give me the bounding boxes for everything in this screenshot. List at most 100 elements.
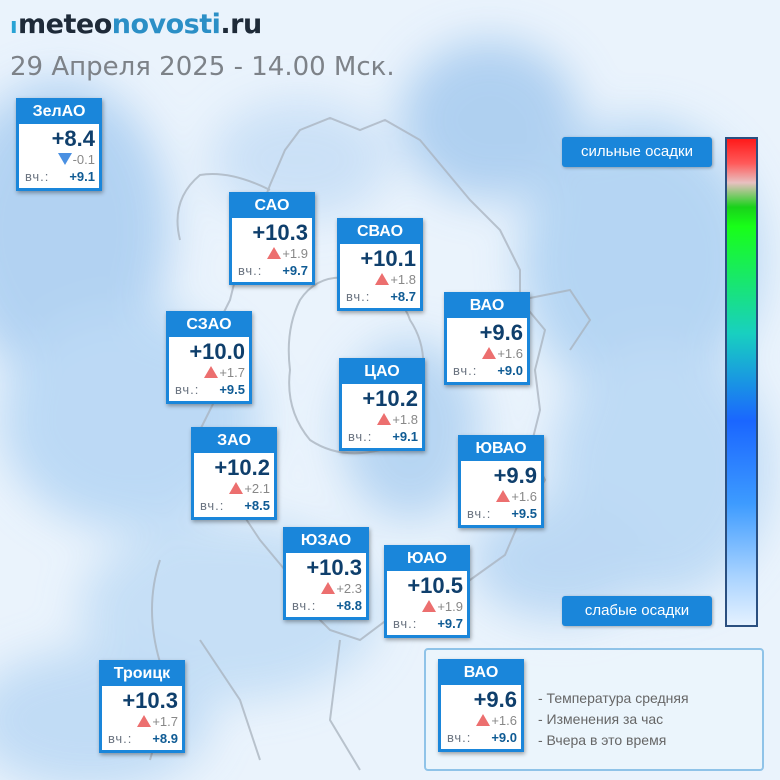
district-card-szao[interactable]: СЗАО +10.0 +1.7 вч.: +9.5 — [166, 311, 252, 404]
district-change: +1.8 — [340, 272, 420, 288]
rise-arrow-icon — [476, 714, 491, 726]
district-yesterday: вч.: +9.1 — [342, 428, 422, 448]
yesterday-value: +9.0 — [491, 730, 517, 745]
district-change: +1.6 — [461, 489, 541, 505]
district-change: +1.8 — [342, 412, 422, 428]
district-temp: +10.3 — [306, 555, 362, 580]
district-yesterday: вч.: +9.7 — [387, 615, 467, 635]
district-change: +1.9 — [387, 599, 467, 615]
district-yesterday: вч.: +9.0 — [447, 362, 527, 382]
logo-domain: .ru — [220, 9, 262, 40]
district-name: СЗАО — [169, 314, 249, 337]
change-value: -0.1 — [72, 152, 95, 167]
district-temp: +10.3 — [252, 220, 308, 245]
scale-label-heavy: сильные осадки — [562, 137, 712, 167]
logo-novosti: novosti — [111, 9, 221, 40]
district-temp: +10.2 — [214, 455, 270, 480]
yesterday-label: вч.: — [453, 363, 478, 378]
change-value: +1.6 — [491, 713, 517, 728]
district-card-sao[interactable]: САО +10.3 +1.9 вч.: +9.7 — [229, 192, 315, 285]
change-value: +1.8 — [390, 272, 416, 287]
district-change: +1.7 — [169, 365, 249, 381]
district-change: +2.3 — [286, 581, 366, 597]
district-temp: +10.0 — [189, 339, 245, 364]
district-change: +1.9 — [232, 246, 312, 262]
report-datetime: 29 Апреля 2025 - 14.00 Мск. — [10, 52, 395, 82]
district-card-zelao[interactable]: ЗелАО +8.4 -0.1 вч.: +9.1 — [16, 98, 102, 191]
yesterday-value: +9.1 — [392, 429, 418, 444]
district-name: ЗелАО — [19, 101, 99, 124]
yesterday-label: вч.: — [467, 506, 492, 521]
rise-arrow-icon — [375, 273, 390, 285]
district-temp: +9.9 — [493, 463, 537, 488]
yesterday-value: +9.7 — [282, 263, 308, 278]
yesterday-label: вч.: — [175, 382, 200, 397]
district-temp: +10.3 — [122, 688, 178, 713]
change-value: +1.9 — [282, 246, 308, 261]
rise-arrow-icon — [422, 600, 437, 612]
district-card-vao[interactable]: ВАО +9.6 +1.6 вч.: +9.0 — [444, 292, 530, 385]
district-yesterday: вч.: +9.5 — [461, 505, 541, 525]
district-temp: +10.1 — [360, 246, 416, 271]
yesterday-value: +9.7 — [437, 616, 463, 631]
change-value: +1.6 — [497, 346, 523, 361]
yesterday-value: +8.9 — [152, 731, 178, 746]
legend-line-change: - Изменения за час — [538, 711, 664, 727]
district-card-yuao[interactable]: ЮАО +10.5 +1.9 вч.: +9.7 — [384, 545, 470, 638]
district-card-yuzao[interactable]: ЮЗАО +10.3 +2.3 вч.: +8.8 — [283, 527, 369, 620]
rise-arrow-icon — [377, 413, 392, 425]
legend-descriptions: - Температура средняя - Изменения за час… — [538, 688, 689, 751]
district-yesterday: вч.: +8.7 — [340, 288, 420, 308]
yesterday-value: +9.0 — [497, 363, 523, 378]
yesterday-label: вч.: — [108, 731, 133, 746]
district-name: СВАО — [340, 221, 420, 244]
district-name: САО — [232, 195, 312, 218]
legend-sample-card: ВАО +9.6 +1.6 вч.: +9.0 — [438, 659, 524, 752]
district-name: ЗАО — [194, 430, 274, 453]
district-yesterday: вч.: +8.5 — [194, 497, 274, 517]
district-name: ЮВАО — [461, 438, 541, 461]
yesterday-label: вч.: — [200, 498, 225, 513]
district-yesterday: вч.: +8.9 — [102, 730, 182, 750]
rise-arrow-icon — [204, 366, 219, 378]
district-card-svao[interactable]: СВАО +10.1 +1.8 вч.: +8.7 — [337, 218, 423, 311]
yesterday-label: вч.: — [238, 263, 263, 278]
logo-mark: ı — [10, 14, 18, 39]
district-card-zao[interactable]: ЗАО +10.2 +2.1 вч.: +8.5 — [191, 427, 277, 520]
change-value: +1.6 — [511, 489, 537, 504]
yesterday-label: вч.: — [25, 169, 50, 184]
change-value: +2.1 — [244, 481, 270, 496]
district-yesterday: вч.: +9.1 — [19, 168, 99, 188]
site-logo[interactable]: ımeteonovosti.ru — [10, 6, 262, 46]
district-card-yuvao[interactable]: ЮВАО +9.9 +1.6 вч.: +9.5 — [458, 435, 544, 528]
district-yesterday: вч.: +8.8 — [286, 597, 366, 617]
district-card-troitsk[interactable]: Троицк +10.3 +1.7 вч.: +8.9 — [99, 660, 185, 753]
change-value: +1.9 — [437, 599, 463, 614]
yesterday-label: вч.: — [447, 730, 472, 745]
change-value: +2.3 — [336, 581, 362, 596]
yesterday-value: +9.5 — [219, 382, 245, 397]
yesterday-value: +9.1 — [69, 169, 95, 184]
district-card-cao[interactable]: ЦАО +10.2 +1.8 вч.: +9.1 — [339, 358, 425, 451]
legend-line-temperature: - Температура средняя — [538, 690, 689, 706]
district-change: +1.6 — [441, 713, 521, 729]
rise-arrow-icon — [137, 715, 152, 727]
rise-arrow-icon — [229, 482, 244, 494]
district-name: ЦАО — [342, 361, 422, 384]
yesterday-label: вч.: — [292, 598, 317, 613]
district-name: ЮЗАО — [286, 530, 366, 553]
yesterday-label: вч.: — [346, 289, 371, 304]
district-change: +1.7 — [102, 714, 182, 730]
rise-arrow-icon — [496, 490, 511, 502]
yesterday-label: вч.: — [348, 429, 373, 444]
logo-meteo: meteo — [18, 9, 112, 40]
district-temp: +8.4 — [51, 126, 95, 151]
yesterday-label: вч.: — [393, 616, 418, 631]
rise-arrow-icon — [482, 347, 497, 359]
fall-arrow-icon — [57, 153, 72, 165]
yesterday-value: +8.5 — [244, 498, 270, 513]
district-yesterday: вч.: +9.7 — [232, 262, 312, 282]
district-change: -0.1 — [19, 152, 99, 168]
district-temp: +9.6 — [473, 687, 517, 712]
rise-arrow-icon — [267, 247, 282, 259]
